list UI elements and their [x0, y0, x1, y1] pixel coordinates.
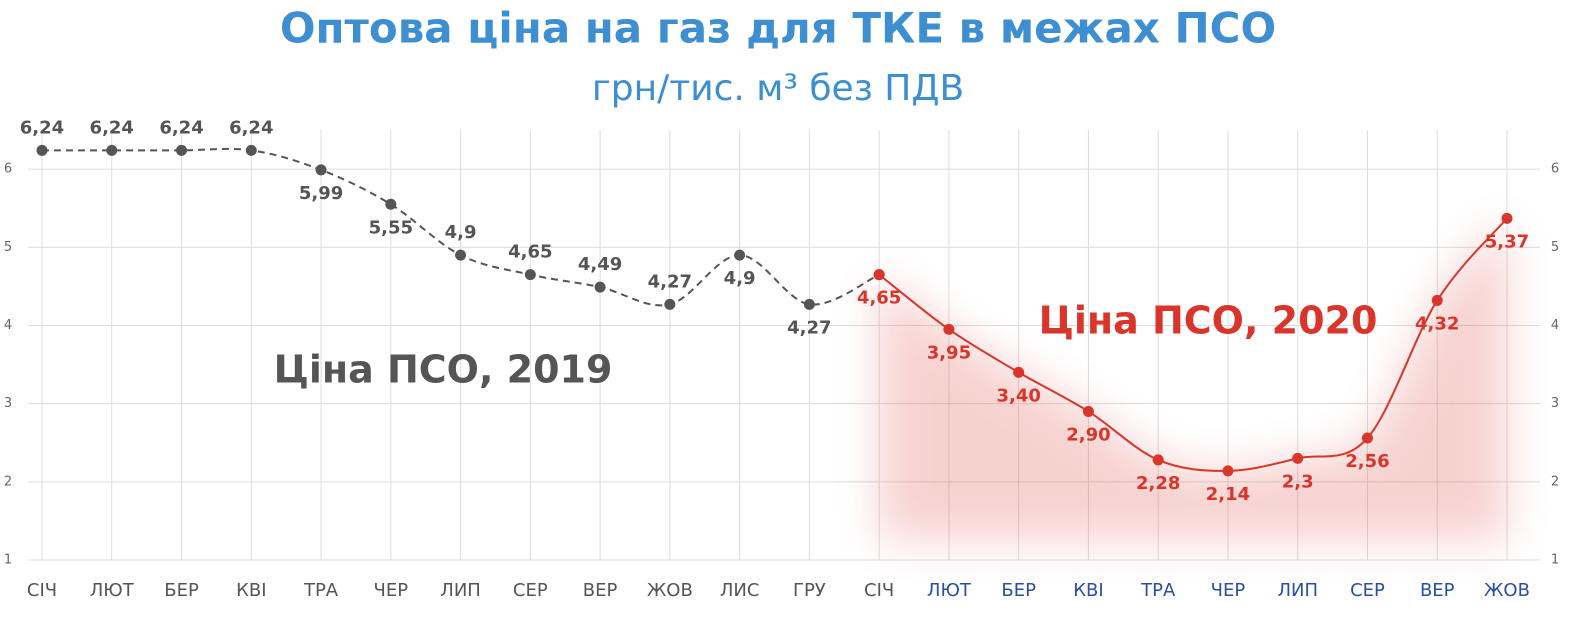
x-tick-label: ЛИС — [720, 580, 760, 601]
chart-subtitle: грн/тис. м³ без ПДВ — [592, 68, 964, 109]
point — [734, 249, 746, 261]
point — [106, 144, 118, 156]
data-label: 2,56 — [1345, 451, 1389, 472]
series-line — [878, 217, 1508, 472]
point — [176, 144, 188, 156]
data-label: 4,65 — [857, 288, 901, 309]
x-tick-label: СЕР — [513, 580, 548, 601]
x-tick-label: ТРА — [1140, 580, 1176, 601]
chart-title: Оптова ціна на газ для ТКЕ в межах ПСО — [280, 4, 1276, 53]
data-label: 6,24 — [20, 117, 64, 138]
y-tick-label-right: 1 — [1551, 553, 1559, 568]
point — [36, 144, 48, 156]
x-tick-label: ТРА — [303, 580, 339, 601]
y-tick-label-right: 3 — [1551, 396, 1559, 411]
data-label: 2,14 — [1206, 484, 1250, 505]
data-label: 4,32 — [1415, 313, 1459, 334]
x-tick-label: СІЧ — [864, 580, 894, 601]
point — [1013, 366, 1025, 378]
x-tick-label: ЛЮТ — [927, 580, 972, 601]
y-tick-label: 2 — [4, 474, 12, 489]
x-tick-label: СІЧ — [27, 580, 57, 601]
data-label: 3,95 — [927, 342, 971, 363]
data-label: 5,37 — [1485, 231, 1529, 252]
y-tick-label-right: 2 — [1551, 474, 1559, 489]
point — [524, 269, 536, 281]
data-label: 4,9 — [445, 222, 477, 243]
x-tick-label: ЛИП — [440, 580, 481, 601]
point — [455, 249, 467, 261]
point — [1361, 432, 1373, 444]
point — [1152, 454, 1164, 466]
data-label: 6,24 — [90, 117, 134, 138]
y-tick-label: 6 — [4, 162, 12, 177]
x-tick-label: БЕР — [1001, 580, 1036, 601]
point — [1082, 405, 1094, 417]
y-tick-label: 1 — [4, 553, 12, 568]
x-tick-label: ЖОВ — [647, 580, 693, 601]
x-tick-label: ВЕР — [583, 580, 618, 601]
x-tick-label: БЕР — [164, 580, 199, 601]
data-label: 2,28 — [1136, 473, 1180, 494]
x-tick-label: ЧЕР — [374, 580, 409, 601]
data-label: 2,90 — [1066, 424, 1110, 445]
y-tick-label: 3 — [4, 396, 12, 411]
data-label: 4,9 — [724, 268, 756, 289]
y-tick-label-right: 4 — [1551, 318, 1559, 333]
x-tick-label: КВІ — [236, 580, 266, 601]
x-tick-label: КВІ — [1073, 580, 1103, 601]
data-label: 6,24 — [159, 117, 203, 138]
data-label: 4,27 — [648, 271, 692, 292]
point — [803, 298, 815, 310]
x-tick-label: ЖОВ — [1484, 580, 1530, 601]
x-tick-label: ГРУ — [793, 580, 826, 601]
series-annotation: Ціна ПСО, 2019 — [274, 348, 613, 392]
x-tick-label: ЧЕР — [1211, 580, 1246, 601]
point — [1431, 294, 1443, 306]
data-label: 3,40 — [996, 385, 1040, 406]
point — [1292, 452, 1304, 464]
y-tick-label: 5 — [4, 240, 12, 255]
x-tick-label: СЕР — [1350, 580, 1385, 601]
data-label: 2,3 — [1282, 471, 1314, 492]
point — [873, 269, 885, 281]
point — [245, 144, 257, 156]
y-tick-label: 4 — [4, 318, 12, 333]
data-label: 4,27 — [787, 317, 831, 338]
x-tick-label: ВЕР — [1420, 580, 1455, 601]
series-annotation: Ціна ПСО, 2020 — [1039, 299, 1378, 343]
y-tick-label-right: 5 — [1551, 240, 1559, 255]
point — [594, 281, 606, 293]
area-glow — [879, 218, 1507, 540]
data-label: 4,49 — [578, 254, 622, 275]
point — [1222, 465, 1234, 477]
point — [664, 298, 676, 310]
x-tick-label: ЛИП — [1277, 580, 1318, 601]
point — [1501, 212, 1513, 224]
y-tick-label-right: 6 — [1551, 162, 1559, 177]
point — [943, 323, 955, 335]
data-label: 5,99 — [299, 183, 343, 204]
point — [385, 198, 397, 210]
x-tick-label: ЛЮТ — [90, 580, 135, 601]
data-label: 4,65 — [508, 242, 552, 263]
point — [315, 164, 327, 176]
data-label: 5,55 — [369, 217, 413, 238]
data-label: 6,24 — [229, 117, 273, 138]
